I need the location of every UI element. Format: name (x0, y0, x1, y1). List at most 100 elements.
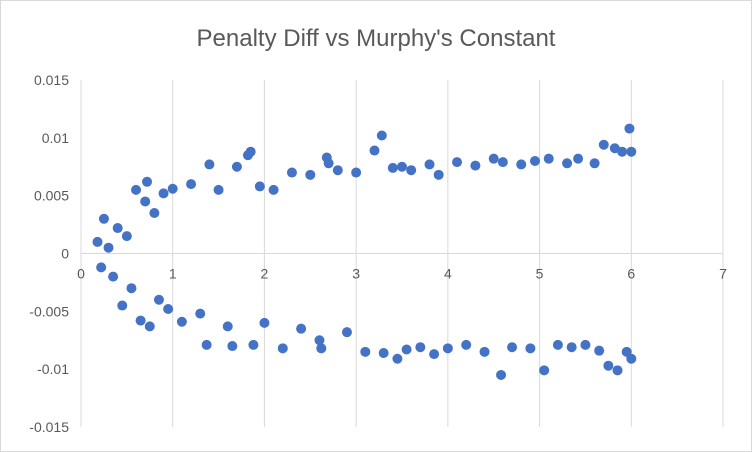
data-point (231, 161, 242, 172)
chart-title: Penalty Diff vs Murphy's Constant (197, 25, 556, 52)
data-point (201, 339, 212, 350)
x-tick-label: 0 (77, 266, 85, 282)
data-point (98, 213, 109, 224)
data-point (562, 158, 573, 169)
data-point (624, 123, 635, 134)
data-point (369, 145, 380, 156)
data-point (424, 159, 435, 170)
data-point (401, 344, 412, 355)
x-tick-label: 3 (352, 266, 360, 282)
y-tick-label: 0.005 (34, 188, 69, 204)
data-point (149, 208, 160, 219)
x-tick-label: 4 (444, 266, 452, 282)
data-point (376, 130, 387, 141)
data-point (496, 369, 507, 380)
data-point (573, 153, 584, 164)
data-point (617, 146, 628, 157)
data-point (516, 159, 527, 170)
data-point (321, 152, 332, 163)
data-point (452, 157, 463, 168)
data-point (286, 167, 297, 178)
data-point (594, 345, 605, 356)
data-point (552, 339, 563, 350)
data-point (245, 146, 256, 157)
data-point (254, 181, 265, 192)
data-point (341, 327, 352, 338)
data-point (626, 146, 637, 157)
data-point (121, 231, 132, 242)
data-point (392, 353, 403, 364)
data-point (351, 167, 362, 178)
data-point (259, 317, 270, 328)
data-point (566, 342, 577, 353)
data-point (153, 294, 164, 305)
data-point (158, 188, 169, 199)
data-point (96, 262, 107, 273)
data-point (126, 283, 137, 294)
y-tick-label: -0.01 (37, 361, 69, 377)
data-point (167, 183, 178, 194)
data-point (415, 342, 426, 353)
x-tick-label: 7 (719, 266, 727, 282)
data-point (397, 161, 407, 172)
data-point (332, 165, 343, 176)
x-tick-label: 6 (627, 266, 635, 282)
data-point (268, 184, 279, 195)
data-point (626, 353, 637, 364)
data-point (461, 339, 472, 350)
x-tick-label: 1 (169, 266, 177, 282)
data-point (108, 271, 119, 282)
data-point (314, 335, 325, 346)
data-point (112, 223, 123, 234)
data-point (598, 139, 609, 150)
data-point (442, 343, 453, 354)
scatter-points (92, 123, 637, 380)
x-axis-tick-labels: 0 1 2 3 4 5 6 7 (77, 266, 727, 282)
data-point (497, 157, 508, 168)
data-point (117, 300, 128, 311)
data-point (213, 184, 224, 195)
data-point (360, 346, 371, 357)
data-point (144, 321, 155, 332)
y-tick-label: 0 (61, 246, 69, 262)
data-point (479, 346, 490, 357)
data-point (140, 196, 151, 207)
data-point (176, 316, 187, 327)
data-point (195, 308, 206, 319)
data-point (589, 158, 600, 169)
y-axis-tick-labels: 0.015 0.01 0.005 0 -0.005 -0.01 -0.015 (29, 72, 69, 435)
data-point (612, 365, 623, 376)
data-point (163, 304, 174, 315)
data-point (142, 176, 153, 187)
data-point (186, 179, 197, 190)
data-point (248, 339, 259, 350)
y-tick-label: -0.015 (29, 419, 69, 435)
y-tick-label: 0.01 (42, 130, 69, 146)
data-point (135, 315, 146, 326)
y-tick-label: -0.005 (29, 303, 69, 319)
data-point (580, 339, 591, 350)
data-point (525, 343, 536, 354)
x-tick-label: 2 (261, 266, 269, 282)
data-point (539, 365, 550, 376)
data-point (204, 159, 215, 170)
data-point (277, 343, 288, 354)
data-point (543, 153, 554, 164)
data-point (470, 160, 481, 171)
data-point (378, 347, 389, 358)
data-point (507, 342, 518, 353)
data-point (488, 153, 499, 164)
data-point (92, 236, 103, 247)
x-tick-label: 5 (536, 266, 544, 282)
data-point (316, 343, 327, 354)
data-point (429, 349, 440, 360)
data-point (603, 360, 614, 371)
data-point (222, 321, 233, 332)
data-point (131, 184, 142, 195)
data-point (433, 169, 444, 180)
data-point (227, 341, 238, 352)
data-point (387, 162, 398, 173)
data-point (406, 165, 417, 176)
